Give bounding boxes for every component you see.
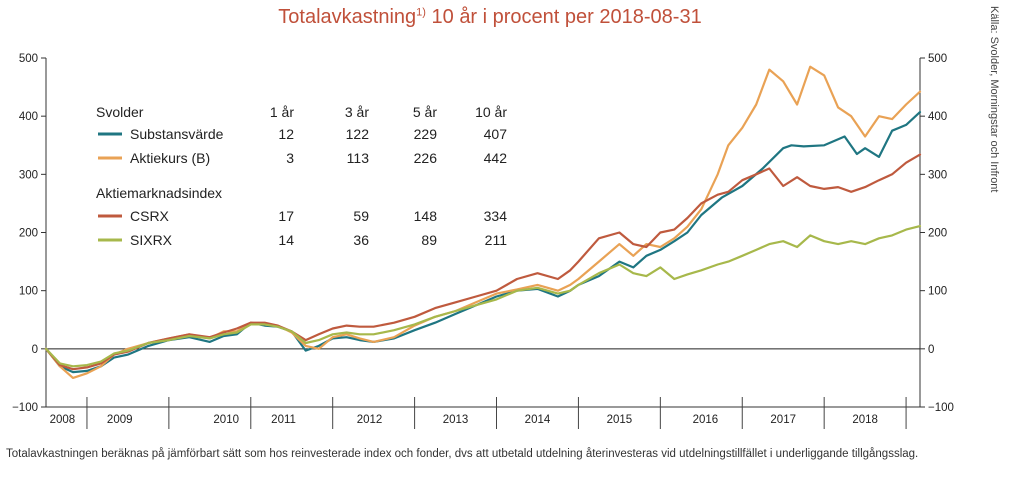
- legend-value: 407: [484, 126, 508, 142]
- legend-value: 59: [353, 208, 369, 224]
- y-tick-label-right: 500: [928, 53, 947, 65]
- y-tick-label-left: 100: [19, 286, 38, 298]
- x-tick-label: 2018: [852, 414, 878, 426]
- y-tick-label-left: −100: [12, 402, 38, 414]
- legend-box: [80, 88, 514, 264]
- legend-group-svolder: Svolder: [96, 104, 144, 120]
- chart-title: Totalavkastning1) 10 år i procent per 20…: [0, 6, 980, 29]
- y-tick-label-right: 0: [928, 344, 934, 356]
- legend-series-name: CSRX: [130, 208, 170, 224]
- legend-value: 334: [484, 208, 508, 224]
- legend-group-index: Aktiemarknadsindex: [96, 185, 222, 201]
- y-tick-label-left: 200: [19, 228, 38, 240]
- legend-value: 36: [353, 232, 369, 248]
- x-tick-label: 2010: [213, 414, 239, 426]
- y-tick-label-right: 200: [928, 228, 947, 240]
- legend-column-header: 3 år: [345, 104, 369, 120]
- chart-title-footnote-marker: 1): [416, 6, 426, 19]
- chart-title-rest: 10 år i procent per 2018-08-31: [425, 6, 702, 28]
- y-tick-label-right: 300: [928, 169, 947, 181]
- legend-value: 14: [278, 232, 294, 248]
- x-tick-label: 2013: [443, 414, 469, 426]
- y-tick-label-left: 300: [19, 169, 38, 181]
- legend-value: 113: [347, 150, 370, 166]
- footnote: Totalavkastningen beräknas på jämförbart…: [6, 448, 919, 460]
- legend-value: 148: [414, 208, 438, 224]
- legend-value: 12: [278, 126, 294, 142]
- x-tick-label: 2011: [271, 414, 296, 426]
- legend-column-header: 10 år: [475, 104, 507, 120]
- legend-value: 17: [278, 208, 294, 224]
- x-tick-label: 2008: [50, 414, 76, 426]
- x-tick-label: 2012: [357, 414, 383, 426]
- y-tick-label-left: 500: [19, 53, 38, 65]
- legend-value: 211: [485, 232, 508, 248]
- legend-value: 442: [484, 150, 508, 166]
- legend-value: 229: [414, 126, 438, 142]
- legend-series-name: Substansvärde: [130, 126, 224, 142]
- legend-value: 89: [421, 232, 437, 248]
- y-tick-label-right: −100: [928, 402, 954, 414]
- legend-series-name: SIXRX: [130, 232, 173, 248]
- source-note: Källa: Svolder, Morningstar och Infront: [988, 6, 1000, 193]
- y-tick-label-right: 400: [928, 111, 947, 123]
- series-line-sixrx: [44, 225, 922, 368]
- legend-value: 226: [414, 150, 438, 166]
- legend-value: 122: [346, 126, 370, 142]
- x-tick-label: 2014: [525, 414, 551, 426]
- legend-column-header: 5 år: [413, 104, 437, 120]
- x-tick-label: 2017: [770, 414, 796, 426]
- y-tick-label-left: 400: [19, 111, 38, 123]
- legend-series-name: Aktiekurs (B): [130, 150, 210, 166]
- chart-title-main: Totalavkastning: [278, 6, 417, 28]
- y-tick-label-left: 0: [32, 344, 38, 356]
- x-tick-label: 2016: [693, 414, 719, 426]
- x-tick-label: 2009: [107, 414, 133, 426]
- legend-value: 3: [286, 150, 294, 166]
- series-line-substansv-rde: [44, 110, 922, 374]
- line-chart: −100 −100 0 0 100 100 200 200 300 300 400 400 500 500…: [12, 53, 954, 429]
- legend-column-header: 1 år: [270, 104, 294, 120]
- series-line-csrx: [44, 153, 922, 371]
- y-tick-label-right: 100: [928, 286, 947, 298]
- x-tick-label: 2015: [607, 414, 633, 426]
